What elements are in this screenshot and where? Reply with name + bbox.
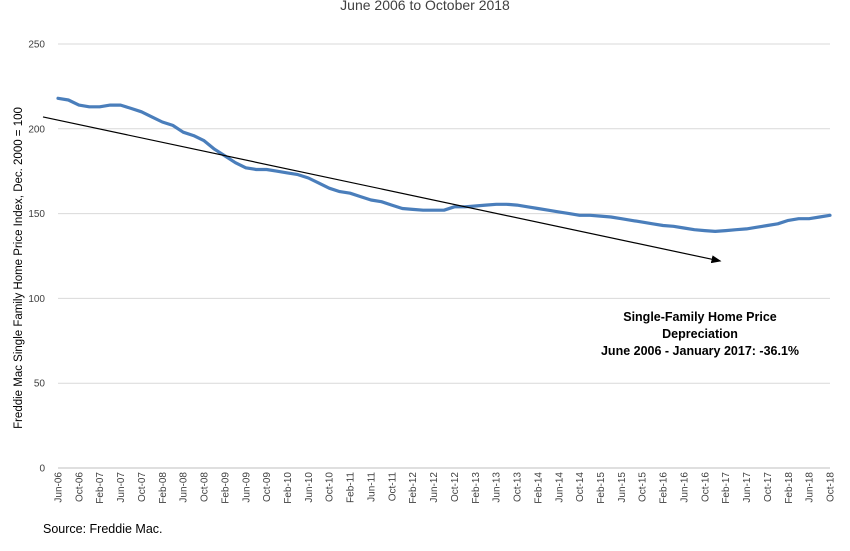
x-tick-label: Jun-06: [54, 472, 65, 503]
x-tick-label: Oct-15: [638, 472, 649, 502]
x-tick-label: Jun-08: [179, 472, 190, 503]
y-tick-label: 200: [28, 124, 45, 135]
annotation: Single-Family Home Price Depreciation Ju…: [585, 309, 815, 360]
x-tick-label: Oct-12: [450, 472, 461, 502]
x-tick-label: Oct-07: [137, 472, 148, 502]
x-tick-label: Jun-17: [742, 472, 753, 503]
x-tick-label: Oct-06: [74, 472, 85, 502]
x-tick-label: Jun-07: [116, 472, 127, 503]
series-group: [56, 96, 832, 233]
x-tick-label: Feb-09: [220, 472, 231, 504]
x-tick-label: Oct-08: [200, 472, 211, 502]
x-tick-label: Oct-11: [387, 472, 398, 502]
x-tick-label: Jun-13: [492, 472, 503, 503]
x-tick-label: Feb-10: [283, 472, 294, 504]
y-tick-label: 250: [28, 40, 45, 51]
gridlines: [58, 43, 830, 469]
annotation-line-2: June 2006 - January 2017: -36.1%: [600, 344, 800, 358]
x-tick-label: Feb-07: [95, 472, 106, 504]
x-tick-label: Jun-09: [241, 472, 252, 503]
y-axis-label: Freddie Mac Single Family Home Price Ind…: [13, 107, 25, 429]
source-note: Source: Freddie Mac.: [43, 522, 163, 536]
x-tick-label: Jun-16: [679, 472, 690, 503]
x-tick-label: Jun-18: [805, 472, 816, 503]
x-tick-label: Oct-14: [575, 472, 586, 502]
x-tick-label: Feb-15: [596, 472, 607, 504]
x-tick-label: Oct-10: [325, 472, 336, 502]
x-axis-ticks: Jun-06 Oct-06 Feb-07 Jun-07 Oct-07 Feb-08 Jun-…: [54, 472, 837, 504]
trend-arrow: [42, 116, 722, 264]
x-tick-label: Jun-10: [304, 472, 315, 503]
y-tick-label: 100: [28, 294, 45, 305]
chart-subtitle: June 2006 to October 2018: [340, 0, 510, 13]
y-tick-label: 50: [34, 379, 46, 390]
x-tick-label: Feb-08: [158, 472, 169, 504]
x-tick-label: Feb-16: [659, 472, 670, 504]
x-tick-label: Oct-16: [700, 472, 711, 502]
x-tick-label: Oct-17: [763, 472, 774, 502]
x-tick-label: Oct-09: [262, 472, 273, 502]
x-tick-label: Jun-15: [617, 472, 628, 503]
x-tick-label: Feb-14: [533, 472, 544, 504]
x-tick-label: Feb-11: [346, 472, 357, 503]
series-line: [56, 96, 832, 233]
x-tick-label: Jun-14: [554, 472, 565, 503]
x-tick-label: Jun-12: [429, 472, 440, 503]
y-axis-ticks: 0 50 100 150 200 250: [28, 40, 45, 475]
x-tick-label: Oct-18: [826, 472, 837, 502]
annotation-line-1: Single-Family Home Price Depreciation: [623, 310, 777, 341]
x-tick-label: Oct-13: [513, 472, 524, 502]
x-tick-label: Feb-13: [471, 472, 482, 504]
x-tick-label: Feb-18: [784, 472, 795, 504]
x-tick-label: Feb-12: [408, 472, 419, 504]
x-tick-label: Feb-17: [721, 472, 732, 504]
x-tick-label: Jun-11: [366, 472, 377, 502]
y-tick-label: 0: [39, 464, 45, 475]
y-tick-label: 150: [28, 209, 45, 220]
